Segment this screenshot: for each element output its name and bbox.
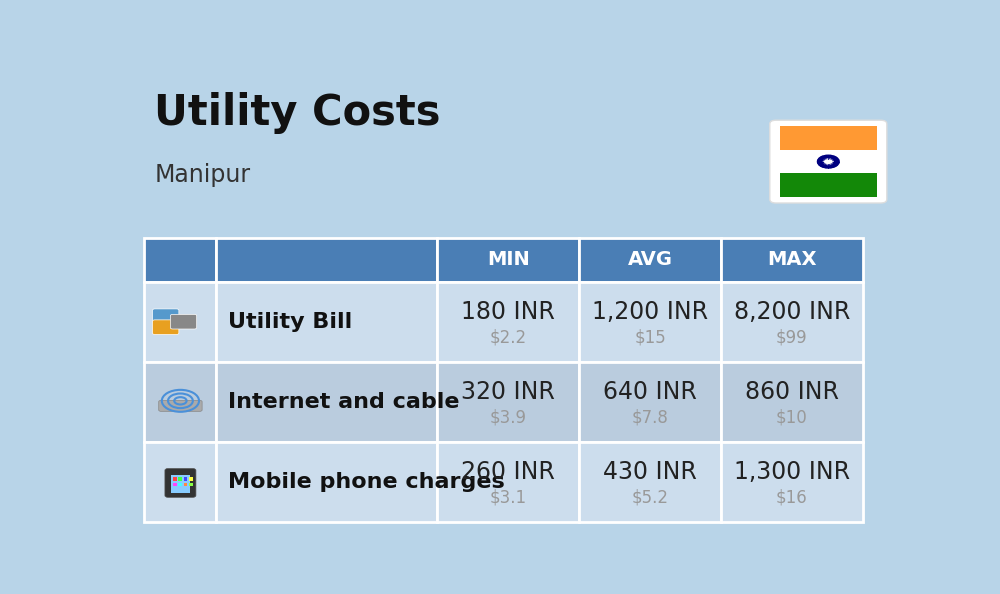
Bar [189,483,193,486]
Bar [437,442,579,522]
FancyBboxPatch shape [155,307,206,337]
Bar [144,282,216,362]
Text: $15: $15 [634,328,666,347]
Bar [216,238,437,282]
Bar [173,477,177,481]
Bar [721,362,863,442]
Text: 180 INR: 180 INR [461,300,555,324]
Text: MIN: MIN [487,251,530,270]
Bar [579,238,721,282]
FancyBboxPatch shape [153,320,179,334]
Bar [178,477,182,481]
FancyBboxPatch shape [171,475,190,493]
Bar [144,238,216,282]
Text: 640 INR: 640 INR [603,380,697,404]
Bar [144,442,216,522]
FancyBboxPatch shape [170,314,197,329]
Bar [721,442,863,522]
Bar [216,282,437,362]
Circle shape [823,159,833,165]
Text: Mobile phone charges: Mobile phone charges [228,472,505,492]
Text: 8,200 INR: 8,200 INR [734,300,850,324]
Bar [189,477,193,481]
Text: $3.9: $3.9 [490,409,527,426]
Text: $7.8: $7.8 [632,409,668,426]
Text: $16: $16 [776,489,808,507]
FancyBboxPatch shape [165,469,196,497]
Bar [579,442,721,522]
Text: 260 INR: 260 INR [461,460,555,484]
Bar [579,282,721,362]
Text: 860 INR: 860 INR [745,380,839,404]
Bar [178,483,182,486]
Text: $2.2: $2.2 [490,328,527,347]
Text: 1,300 INR: 1,300 INR [734,460,850,484]
Bar [437,362,579,442]
Text: $3.1: $3.1 [490,489,527,507]
Bar [184,483,187,486]
FancyBboxPatch shape [155,387,206,416]
Text: Utility Costs: Utility Costs [154,92,441,134]
Text: 320 INR: 320 INR [461,380,555,404]
Bar [437,238,579,282]
FancyBboxPatch shape [155,467,206,497]
Bar [173,483,177,486]
Text: $5.2: $5.2 [632,489,669,507]
FancyBboxPatch shape [159,400,202,411]
Bar [780,173,877,197]
Text: AVG: AVG [628,251,673,270]
FancyBboxPatch shape [770,120,887,203]
Bar [216,442,437,522]
Bar [144,362,216,442]
Text: MAX: MAX [767,251,817,270]
Text: $10: $10 [776,409,808,426]
Bar [216,362,437,442]
Bar [184,477,187,481]
Bar [780,126,877,150]
Bar [780,150,877,173]
Bar [437,282,579,362]
Text: 1,200 INR: 1,200 INR [592,300,708,324]
Text: 430 INR: 430 INR [603,460,697,484]
Text: $99: $99 [776,328,808,347]
Text: Utility Bill: Utility Bill [228,312,352,331]
FancyBboxPatch shape [153,309,179,324]
Bar [721,238,863,282]
Text: Manipur: Manipur [154,163,251,187]
Circle shape [817,155,839,168]
Text: Internet and cable: Internet and cable [228,391,460,412]
Bar [721,282,863,362]
Bar [579,362,721,442]
